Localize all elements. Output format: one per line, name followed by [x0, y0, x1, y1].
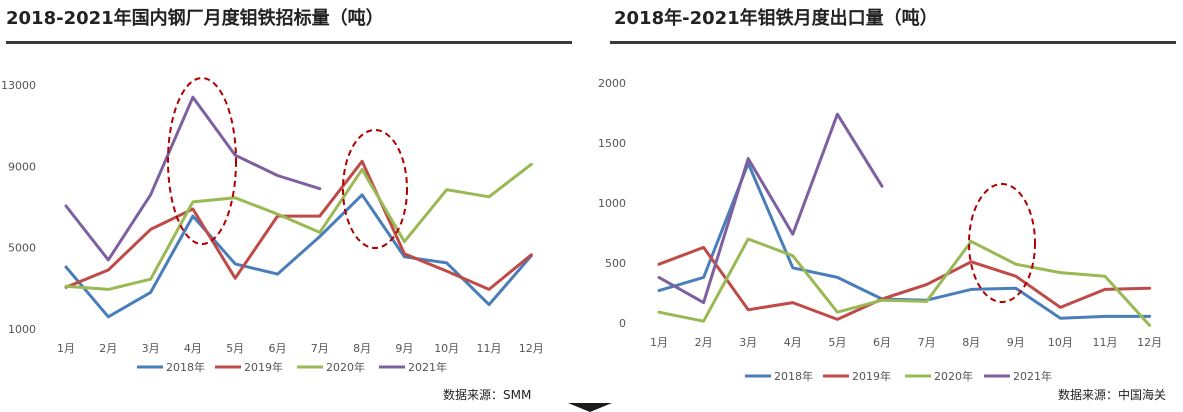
chart-2-x-tick: 6月: [873, 336, 891, 349]
chart-1-y-tick: 5000: [8, 242, 36, 255]
chart-1-y-tick: 1000: [8, 323, 36, 336]
chart-2: 0 500 1000 1500 2000 1月 2月 3月 4月 5月 6月 7月 8月 9月 10月 11月…: [598, 77, 1162, 383]
chart-2-x-tick: 7月: [918, 336, 936, 349]
chart-2-y-tick: 1000: [598, 197, 626, 210]
chart-2-x-tick: 1月: [650, 336, 668, 349]
chart-2-highlight-ellipse: [968, 183, 1036, 303]
chart-1-legend-label: 2021年: [408, 360, 447, 374]
chart-1-x-tick: 11月: [477, 342, 502, 355]
chart-1-x-tick: 8月: [353, 342, 371, 355]
chart-2-y-tick: 1500: [598, 137, 626, 150]
chart-2-legend-label: 2018年: [774, 369, 813, 383]
chart-1-series-line-2018年: [64, 193, 533, 319]
chart-1-highlight-ellipse: [167, 77, 237, 245]
chart-1-x-tick: 1月: [57, 342, 75, 355]
chart-1-series-line-2021年: [64, 95, 322, 262]
chart-1-series-line-2020年: [64, 162, 533, 291]
chart-2-legend-label: 2020年: [934, 369, 973, 383]
chart-1-series-line-2019年: [64, 159, 533, 291]
chart-2-series-line-2018年: [657, 161, 1152, 320]
chart-1-x-tick: 5月: [226, 342, 244, 355]
chart-1-x-tick: 3月: [142, 342, 160, 355]
right-data-source: 数据来源：中国海关: [1058, 388, 1167, 402]
chart-2-x-tick: 12月: [1137, 336, 1162, 349]
chart-2-x-tick: 8月: [962, 336, 980, 349]
chart-1-x-tick: 7月: [311, 342, 329, 355]
chart-2-y-tick: 500: [605, 257, 626, 270]
chart-1-x-tick: 10月: [434, 342, 459, 355]
chart-2-x-tick: 9月: [1007, 336, 1025, 349]
chart-1-legend-label: 2018年: [166, 360, 205, 374]
scroll-down-marker[interactable]: [568, 403, 612, 412]
chart-1-legend-label: 2019年: [244, 360, 283, 374]
chart-2-x-tick: 5月: [828, 336, 846, 349]
chart-1-legend-label: 2020年: [326, 360, 365, 374]
chart-2-series-line-2020年: [657, 237, 1152, 327]
chart-2-x-tick: 3月: [739, 336, 757, 349]
right-panel-title: 2018年-2021年钼铁月度出口量（吨）: [614, 8, 938, 29]
chart-1-y-tick: 13000: [1, 79, 36, 92]
chart-2-series-line-2019年: [657, 245, 1152, 321]
left-data-source: 数据来源：SMM: [443, 388, 532, 402]
chart-2-x-tick: 4月: [784, 336, 802, 349]
chart-1-y-tick: 9000: [8, 160, 36, 173]
chart-1: 1000 5000 9000 13000 1月 2月 3月 4月 5月 6月 7月 8月 9月 10月 11…: [1, 77, 544, 374]
chart-2-series-line-2021年: [657, 112, 884, 305]
chart-1-x-tick: 12月: [519, 342, 544, 355]
chart-2-x-tick: 11月: [1093, 336, 1118, 349]
chart-1-x-tick: 4月: [184, 342, 202, 355]
right-title-rule: [610, 41, 1176, 44]
left-title-rule: [6, 41, 572, 44]
chart-2-x-tick: 10月: [1048, 336, 1073, 349]
chart-1-x-tick: 9月: [395, 342, 413, 355]
chart-2-legend-label: 2021年: [1013, 369, 1052, 383]
chart-1-x-tick: 6月: [269, 342, 287, 355]
chart-1-highlight-ellipse: [342, 129, 408, 249]
chart-2-legend-label: 2019年: [852, 369, 891, 383]
chart-1-x-tick: 2月: [99, 342, 117, 355]
chart-2-y-tick: 0: [619, 317, 626, 330]
left-panel-title: 2018-2021年国内钢厂月度钼铁招标量（吨）: [6, 8, 384, 29]
chart-2-y-tick: 2000: [598, 77, 626, 90]
chart-2-x-tick: 2月: [695, 336, 713, 349]
